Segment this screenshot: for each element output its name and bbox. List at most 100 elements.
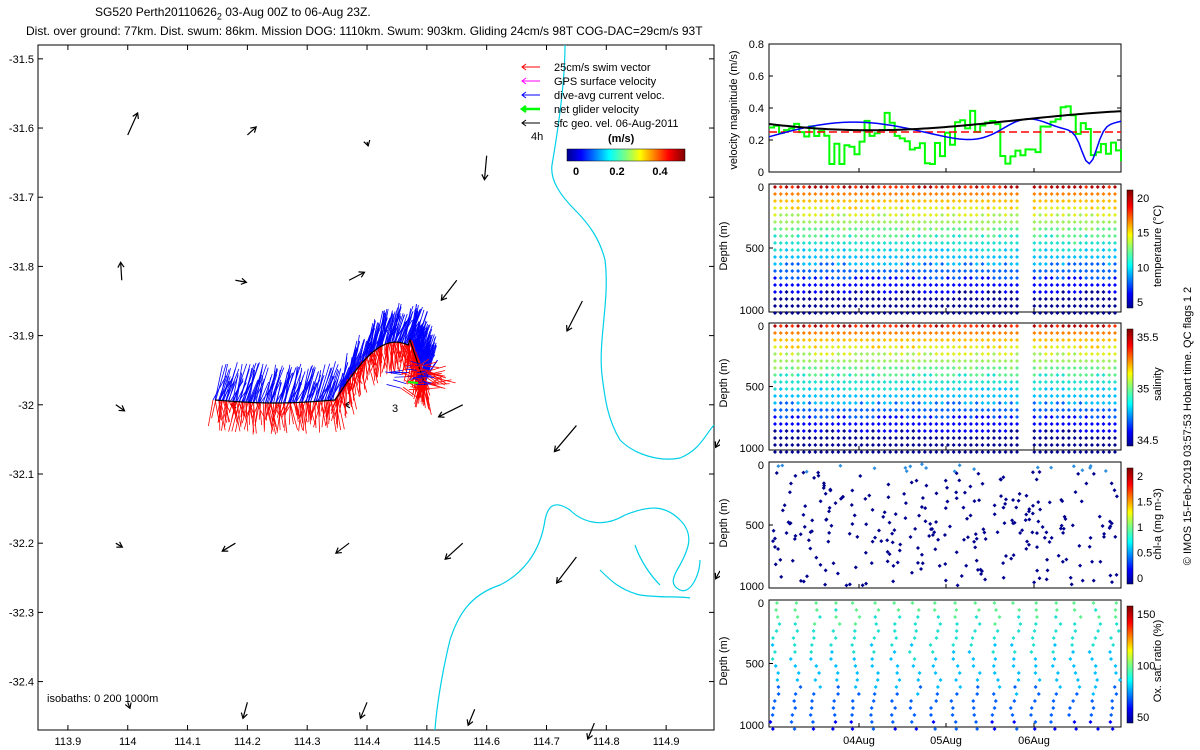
geo-arrow bbox=[240, 702, 248, 720]
map-ytick-label: -31.8 bbox=[9, 261, 34, 273]
map-ytick-label: -31.9 bbox=[9, 331, 34, 343]
velocity-panel: 0 0.2 0.4 0.6 0.8 bbox=[749, 39, 1122, 179]
velocity-ytick: 0 bbox=[758, 167, 764, 179]
geo-arrow bbox=[553, 425, 577, 453]
map-chart: 113.9 114 114.1 114.2 114.3 114.4 114.5 114.6 11… bbox=[9, 44, 720, 748]
map-legend: 25cm/s swim vector GPS surface velocity di… bbox=[519, 62, 686, 178]
geo-velocity-line bbox=[768, 110, 1122, 132]
geo-arrow bbox=[235, 277, 248, 285]
map-ytick-label: -31.7 bbox=[9, 192, 34, 204]
salinity-cbar-tick: 35 bbox=[1137, 384, 1149, 396]
geo-arrow bbox=[358, 702, 368, 720]
credit-text: © IMOS 15-Feb-2019 03:57:53 Hobart time.… bbox=[1182, 286, 1194, 566]
map-axes-box bbox=[37, 44, 715, 731]
map-ytick-label: -32.3 bbox=[9, 607, 34, 619]
chla-cbar-tick: 0.5 bbox=[1137, 548, 1152, 560]
time-tick-label: 05Aug bbox=[930, 735, 962, 747]
temperature-cbar-tick: 10 bbox=[1137, 262, 1149, 274]
map-xtick-label: 114.5 bbox=[413, 736, 440, 748]
map-ytick-label: -32.2 bbox=[9, 538, 34, 550]
isobaths-label: isobaths: 0 200 1000m bbox=[47, 693, 158, 705]
salinity-colorbar bbox=[1126, 328, 1134, 447]
velocity-ytick: 0.8 bbox=[749, 39, 764, 51]
oxygen-colorbar bbox=[1126, 605, 1134, 724]
map-xtick-label: 114 bbox=[119, 736, 137, 748]
chla-points bbox=[771, 462, 1119, 588]
colorbar-tick: 0 bbox=[573, 166, 579, 178]
depth-tick: 0 bbox=[758, 460, 764, 472]
depth-tick: 1000 bbox=[740, 443, 764, 455]
geo-arrow bbox=[714, 570, 720, 580]
geo-arrow bbox=[115, 404, 126, 412]
glider-track-vectors bbox=[207, 302, 456, 435]
sal-ylabel: Depth (m) bbox=[718, 358, 730, 408]
depth-tick: 500 bbox=[746, 659, 764, 671]
map-xtick-label: 114.9 bbox=[653, 736, 680, 748]
legend-entry: net glider velocity bbox=[519, 104, 639, 116]
map-ytick-label: -32.4 bbox=[9, 677, 34, 689]
legend-label: GPS surface velocity bbox=[554, 76, 657, 88]
temperature-points bbox=[773, 185, 1117, 315]
geo-arrow bbox=[348, 271, 366, 281]
velocity-ytick: 0.2 bbox=[749, 135, 764, 147]
geo-arrow bbox=[586, 722, 595, 741]
map-ytick-label: -31.6 bbox=[9, 123, 34, 135]
geo-arrow bbox=[481, 155, 489, 181]
oxygen-panel: 0 500 1000 150 100 50 bbox=[740, 598, 1156, 732]
track-label: 3 bbox=[392, 403, 398, 415]
depth-tick: 500 bbox=[746, 382, 764, 394]
geo-arrow bbox=[466, 709, 476, 727]
map-xtick-label: 114.4 bbox=[354, 736, 381, 748]
chart-subtitle: Dist. over ground: 77km. Dist. swum: 86k… bbox=[26, 24, 703, 38]
legend-label: sfc geo. vel. 06-Aug-2011 bbox=[554, 118, 679, 130]
geo-arrow bbox=[437, 404, 464, 418]
salinity-axes bbox=[768, 322, 1122, 451]
salinity-points bbox=[773, 324, 1117, 454]
time-tick-label: 06Aug bbox=[1018, 735, 1050, 747]
oxygen-cbar-tick: 50 bbox=[1137, 712, 1149, 724]
depth-tick: 0 bbox=[758, 598, 764, 610]
timeseries-panels: 00.20.40.60.8 0500100020151050500100035.… bbox=[740, 39, 1159, 747]
map-xtick-label: 114.6 bbox=[473, 736, 500, 748]
temperature-cbar-tick: 5 bbox=[1137, 297, 1143, 309]
map-xtick-label: 114.8 bbox=[593, 736, 620, 748]
time-tick-label: 04Aug bbox=[843, 735, 875, 747]
chla-panel: 0 500 1000 2 1.5 1 0.5 0 bbox=[740, 460, 1153, 593]
legend-entry: GPS surface velocity bbox=[521, 76, 657, 88]
dive-avg-current-line bbox=[768, 118, 1122, 165]
map-xtick-label: 114.7 bbox=[533, 736, 560, 748]
oxygen-points bbox=[768, 601, 1122, 731]
temp-ylabel: Depth (m) bbox=[718, 221, 730, 271]
legend-hours: 4h bbox=[531, 131, 543, 143]
map-xtick-label: 114.3 bbox=[294, 736, 321, 748]
geo-arrow bbox=[221, 542, 236, 552]
legend-label: 25cm/s swim vector bbox=[554, 62, 651, 74]
sal-cbar-label: salinity bbox=[1152, 367, 1164, 401]
map-ytick-label: -32 bbox=[18, 400, 34, 412]
depth-tick: 1000 bbox=[740, 305, 764, 317]
oxygen-cbar-tick: 100 bbox=[1137, 661, 1155, 673]
depth-tick: 500 bbox=[746, 243, 764, 255]
track-cluster bbox=[385, 358, 456, 398]
chla-cbar-tick: 1.5 bbox=[1137, 497, 1152, 509]
chla-ylabel: Depth (m) bbox=[718, 498, 730, 548]
temperature-cbar-tick: 20 bbox=[1137, 193, 1149, 205]
colorbar-tick: 0.4 bbox=[652, 166, 668, 178]
depth-tick: 1000 bbox=[740, 720, 764, 732]
coastline bbox=[434, 44, 715, 731]
legend-entry: 25cm/s swim vector bbox=[521, 62, 651, 74]
map-ytick-label: -31.5 bbox=[9, 54, 34, 66]
map-xtick-label: 114.1 bbox=[174, 736, 201, 748]
map-ticks: 113.9 114 114.1 114.2 114.3 114.4 114.5 114.6 11… bbox=[9, 45, 714, 748]
geo-arrow bbox=[363, 139, 371, 147]
geo-arrow bbox=[115, 541, 124, 548]
depth-tick: 1000 bbox=[740, 581, 764, 593]
geo-arrow bbox=[440, 279, 458, 302]
geo-arrow bbox=[117, 261, 125, 281]
chla-cbar-label: chl-a (mg m-3) bbox=[1152, 488, 1164, 560]
geo-arrow bbox=[127, 111, 139, 136]
track-line bbox=[214, 338, 426, 404]
temperature-cbar-tick: 15 bbox=[1137, 228, 1149, 240]
geo-arrow bbox=[334, 542, 350, 554]
depth-tick: 500 bbox=[746, 520, 764, 532]
